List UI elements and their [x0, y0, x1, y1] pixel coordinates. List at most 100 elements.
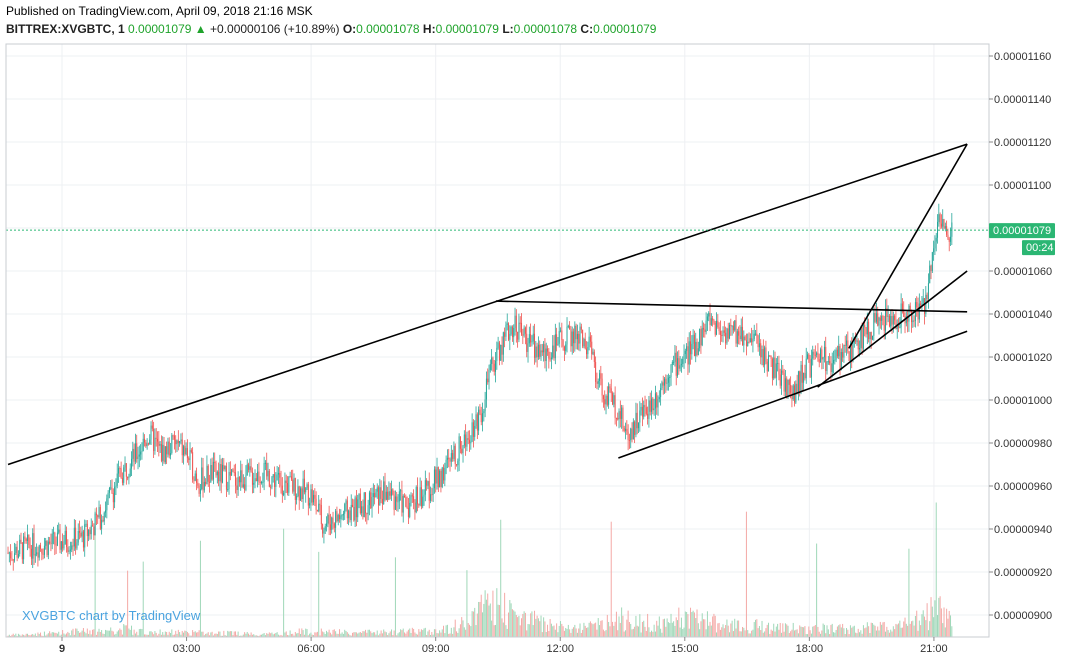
- candle-body: [768, 355, 770, 372]
- volume-bar: [838, 625, 840, 637]
- volume-bar: [467, 623, 469, 637]
- volume-bar: [313, 635, 315, 637]
- candle-body: [232, 469, 234, 473]
- volume-bar: [436, 633, 438, 637]
- candle-body: [502, 332, 504, 355]
- volume-bar: [859, 632, 861, 637]
- candle-body: [16, 546, 18, 558]
- volume-bar: [400, 629, 402, 637]
- volume-bar: [935, 502, 937, 637]
- candle-body: [38, 545, 40, 558]
- volume-bar: [242, 634, 244, 637]
- candle-body: [89, 529, 91, 535]
- volume-bar: [747, 630, 749, 637]
- volume-bar: [159, 629, 161, 637]
- volume-bar: [233, 631, 235, 637]
- volume-bar: [704, 619, 706, 637]
- candle-body: [784, 378, 786, 392]
- volume-bar: [849, 625, 851, 637]
- volume-bar: [346, 632, 348, 637]
- candle-body: [547, 348, 549, 352]
- volume-bar: [842, 623, 844, 637]
- candle-body: [80, 532, 82, 537]
- candle-body: [853, 338, 855, 343]
- price-axis[interactable]: 0.00001160 0.00001140 0.00001120 0.00001100…: [989, 51, 1052, 622]
- trendlines[interactable]: [7, 143, 968, 466]
- candle-body: [285, 480, 287, 484]
- candle-body: [198, 485, 200, 494]
- candle-body: [54, 532, 56, 545]
- volume-bar: [285, 631, 287, 637]
- volume-bar: [427, 631, 429, 637]
- candle-body: [445, 459, 447, 468]
- volume-bar: [336, 633, 338, 637]
- candle-body: [302, 478, 304, 500]
- candle-body: [358, 493, 360, 500]
- volume-bar: [331, 634, 333, 637]
- candle-body: [879, 317, 881, 321]
- volume-bar: [877, 626, 879, 637]
- volume-bar: [727, 625, 729, 637]
- candle-body: [37, 552, 39, 558]
- volume-bar: [303, 634, 305, 637]
- candle-body: [846, 340, 848, 346]
- candle-body: [86, 523, 88, 537]
- candle-body: [231, 469, 233, 476]
- candle-body: [640, 406, 642, 411]
- candle-body: [495, 360, 497, 372]
- candle-body: [43, 545, 45, 555]
- candle-body: [699, 329, 701, 349]
- candle-body: [134, 443, 136, 462]
- symbol-label[interactable]: BITTREX:XVGBTC, 1: [6, 22, 125, 36]
- candle-body: [106, 498, 108, 511]
- volume-bar: [229, 631, 231, 637]
- candle-body: [167, 441, 169, 455]
- candle-body: [596, 381, 598, 384]
- volume-bar: [97, 631, 99, 637]
- candle-body: [528, 334, 530, 344]
- volume-bar: [934, 600, 936, 637]
- candle-body: [706, 316, 708, 321]
- candle-body: [907, 316, 909, 322]
- x-tick-label: 21:00: [920, 643, 948, 655]
- candle-body: [818, 359, 820, 363]
- volume-bar: [38, 633, 40, 637]
- candle-body: [17, 554, 19, 558]
- candle-body: [415, 487, 417, 513]
- candle-body: [641, 406, 643, 417]
- volume-bar: [140, 628, 142, 637]
- time-axis[interactable]: 9 03:00 06:00 09:00 12:00 15:00 18:00 21:00: [59, 637, 948, 655]
- candle-body: [496, 347, 498, 361]
- volume-bar: [76, 628, 78, 637]
- volume-bar: [361, 632, 363, 637]
- candle-body: [644, 404, 646, 408]
- candle-body: [927, 283, 929, 299]
- candle-body: [778, 362, 780, 375]
- volume-bar: [925, 620, 927, 637]
- volume-bar: [415, 633, 417, 637]
- volume-bar: [797, 633, 799, 637]
- candle-body: [32, 533, 34, 559]
- candle-body: [99, 507, 101, 529]
- chart-header: Published on TradingView.com, April 09, …: [0, 0, 1066, 42]
- candle-body: [752, 338, 754, 343]
- volume-bar: [809, 630, 811, 637]
- candle-body: [851, 344, 853, 361]
- volume-bar: [443, 625, 445, 637]
- candle-body: [916, 302, 918, 308]
- candle-body: [453, 445, 455, 459]
- candle-body: [63, 543, 65, 549]
- volume-bar: [60, 634, 62, 637]
- candle-body: [214, 461, 216, 464]
- candle-body: [188, 458, 190, 461]
- candle-body: [236, 485, 238, 490]
- volume-bar: [54, 632, 56, 637]
- candle-body: [210, 465, 212, 483]
- candle-body: [292, 479, 294, 492]
- candle-body: [619, 411, 621, 419]
- volume-bar: [228, 631, 230, 637]
- candle-body: [123, 467, 125, 483]
- volume-bar: [770, 629, 772, 637]
- volume-bar: [656, 620, 658, 637]
